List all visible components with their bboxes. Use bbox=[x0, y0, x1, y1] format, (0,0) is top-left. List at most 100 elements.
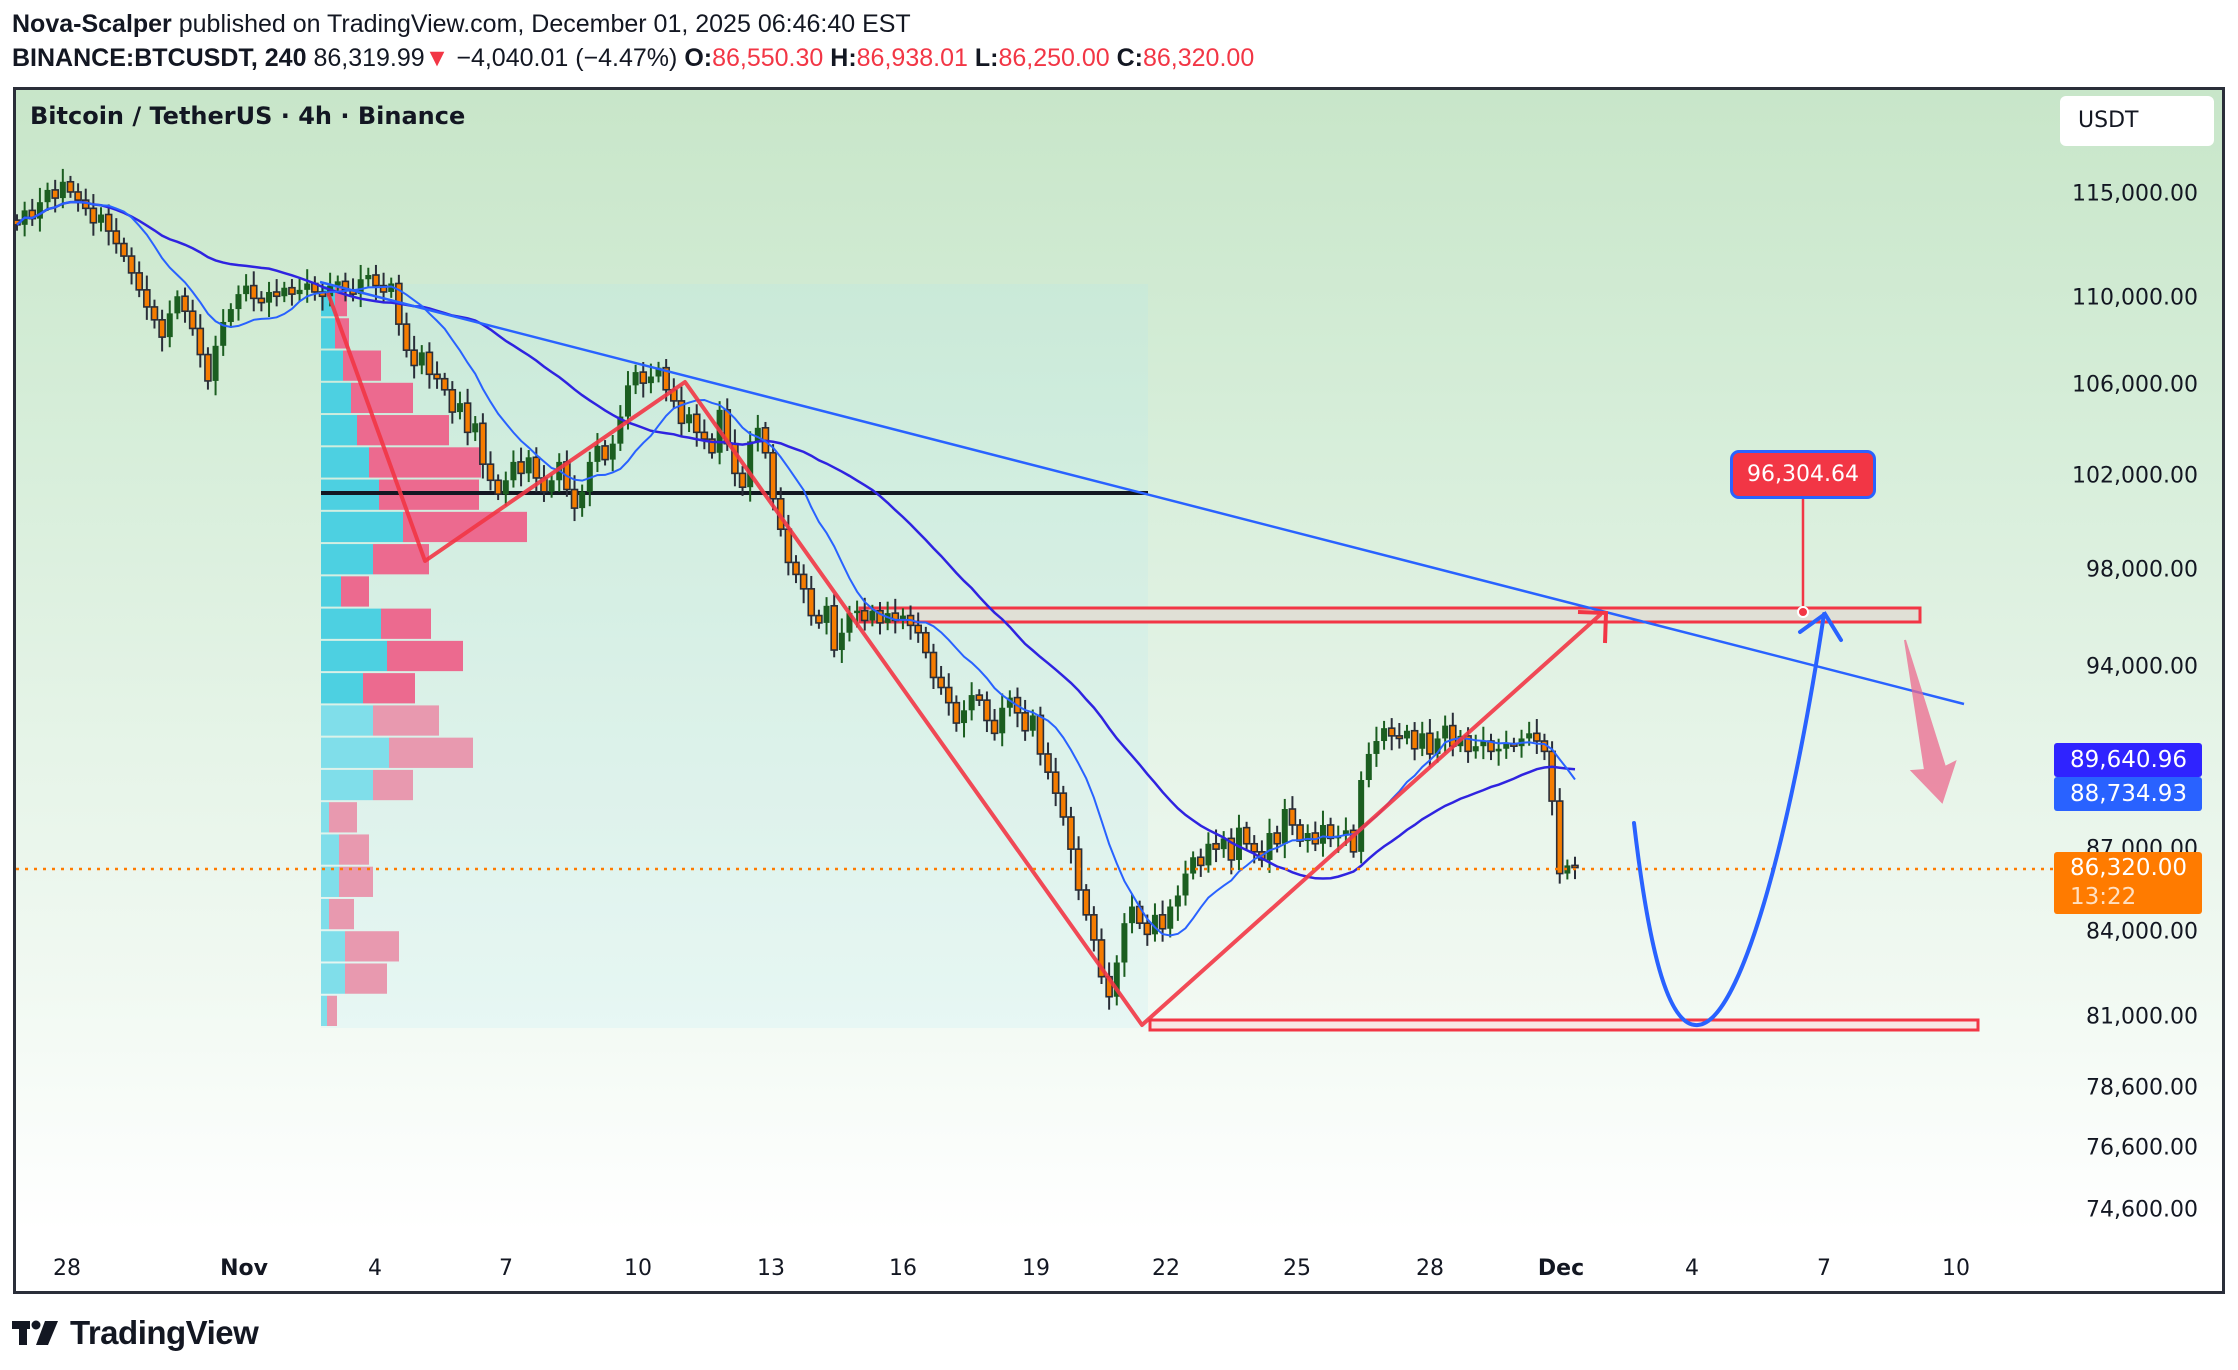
bull-candle bbox=[609, 443, 616, 460]
target-price-callout[interactable]: 96,304.64 bbox=[1730, 450, 1876, 499]
date-tick: 13 bbox=[757, 1256, 785, 1281]
volume-profile-buy-bar bbox=[321, 963, 345, 994]
bull-candle bbox=[1564, 865, 1571, 874]
open-value: 86,550.30 bbox=[712, 44, 824, 72]
bull-candle bbox=[1319, 824, 1326, 844]
bear-candle bbox=[700, 431, 709, 440]
volume-profile-sell-bar bbox=[339, 866, 373, 897]
bull-candle bbox=[525, 457, 532, 474]
ma-slow-line bbox=[16, 200, 1576, 880]
volume-profile-buy-bar bbox=[321, 898, 329, 930]
bear-candle bbox=[975, 694, 984, 701]
bear-candle bbox=[944, 686, 953, 704]
support-zone bbox=[1148, 1018, 1980, 1032]
volume-profile-buy-bar bbox=[321, 995, 327, 1026]
volume-profile-sell-bar bbox=[339, 834, 369, 865]
bull-candle bbox=[1503, 743, 1510, 749]
bull-candle bbox=[823, 605, 830, 623]
bear-candle bbox=[66, 180, 75, 193]
bull-candle bbox=[899, 615, 906, 621]
projected-path bbox=[1632, 612, 1826, 1028]
author-name: Nova-Scalper bbox=[12, 10, 172, 38]
brand-name: TradingView bbox=[70, 1314, 259, 1351]
price-tick: 78,600.00 bbox=[2086, 1075, 2198, 1101]
volume-profile-buy-bar bbox=[321, 866, 339, 897]
bull-candle bbox=[838, 632, 845, 651]
bear-candle bbox=[379, 284, 388, 293]
bear-candle bbox=[830, 605, 838, 651]
price-tick: 74,600.00 bbox=[2086, 1197, 2198, 1223]
date-tick: 10 bbox=[1942, 1256, 1970, 1281]
bear-candle bbox=[1090, 914, 1098, 941]
bear-candle bbox=[1548, 750, 1556, 802]
date-tick: 28 bbox=[1416, 1256, 1444, 1281]
bear-candle bbox=[1464, 735, 1472, 753]
date-tick: 19 bbox=[1022, 1256, 1050, 1281]
bear-candle bbox=[1059, 792, 1068, 818]
bear-candle bbox=[1212, 842, 1220, 850]
bull-candle bbox=[1365, 753, 1372, 781]
bear-candle bbox=[1349, 829, 1358, 853]
bear-candle bbox=[204, 353, 212, 382]
bear-candle bbox=[692, 413, 701, 434]
bull-candle bbox=[235, 294, 242, 310]
bear-candle bbox=[914, 624, 922, 634]
bear-candle bbox=[74, 191, 82, 201]
volume-profile-buy-bar bbox=[321, 834, 339, 865]
volume-profile-buy-bar bbox=[321, 737, 389, 768]
zigzag-path bbox=[326, 292, 1603, 1027]
bull-candle bbox=[869, 610, 876, 621]
bull-candle bbox=[357, 279, 364, 295]
bear-candle bbox=[120, 242, 128, 257]
bear-candle bbox=[532, 456, 541, 479]
bear-candle bbox=[486, 463, 495, 482]
bear-candle bbox=[127, 255, 136, 274]
chart-title: Bitcoin / TetherUS · 4h · Binance bbox=[30, 102, 466, 130]
high-value: 86,938.01 bbox=[856, 44, 968, 72]
bull-candle bbox=[632, 372, 639, 386]
symbol: BINANCE:BTCUSDT, 240 bbox=[12, 44, 307, 72]
currency-button[interactable]: USDT bbox=[2060, 96, 2214, 146]
bull-candle bbox=[1281, 809, 1288, 844]
bear-candle bbox=[1067, 816, 1075, 850]
volume-profile-sell-bar bbox=[345, 931, 399, 962]
bull-candle bbox=[1029, 715, 1036, 731]
bull-candle bbox=[1434, 738, 1441, 754]
bull-candle bbox=[1167, 906, 1174, 929]
bull-candle bbox=[647, 376, 654, 384]
bull-candle bbox=[334, 281, 341, 286]
bear-candle bbox=[104, 213, 113, 232]
date-tick: 25 bbox=[1283, 1256, 1311, 1281]
bear-candle bbox=[1143, 922, 1152, 936]
close-value: 86,320.00 bbox=[1143, 44, 1255, 72]
bull-candle bbox=[846, 613, 853, 633]
bull-candle bbox=[1304, 833, 1311, 842]
volume-profile-buy-bar bbox=[321, 931, 345, 962]
high-label: H: bbox=[830, 44, 857, 72]
bear-candle bbox=[1296, 824, 1304, 842]
bull-candle bbox=[98, 214, 105, 223]
bear-candle bbox=[249, 284, 258, 300]
bear-candle bbox=[1044, 753, 1052, 773]
bear-candle bbox=[433, 373, 441, 380]
volume-profile-buy-bar bbox=[321, 705, 373, 736]
bear-candle bbox=[1326, 824, 1335, 840]
bear-candle bbox=[937, 676, 945, 689]
volume-profile-buy-bar bbox=[321, 640, 387, 672]
bull-candle bbox=[1495, 748, 1502, 752]
bear-candle bbox=[1395, 735, 1404, 740]
bull-candle bbox=[586, 461, 593, 492]
low-value: 86,250.00 bbox=[998, 44, 1110, 72]
volume-profile-sell-bar bbox=[345, 963, 387, 994]
bull-candle bbox=[1342, 830, 1349, 836]
tradingview-logo[interactable]: TradingView bbox=[12, 1314, 259, 1352]
bull-candle bbox=[502, 480, 509, 495]
bull-candle bbox=[999, 707, 1006, 734]
date-tick: 4 bbox=[1685, 1256, 1699, 1281]
date-tick: 4 bbox=[368, 1256, 382, 1281]
bull-candle bbox=[36, 202, 43, 219]
volume-profile-sell-bar bbox=[381, 608, 431, 639]
volume-profile-buy-bar bbox=[321, 447, 369, 478]
bull-candle bbox=[961, 710, 968, 724]
